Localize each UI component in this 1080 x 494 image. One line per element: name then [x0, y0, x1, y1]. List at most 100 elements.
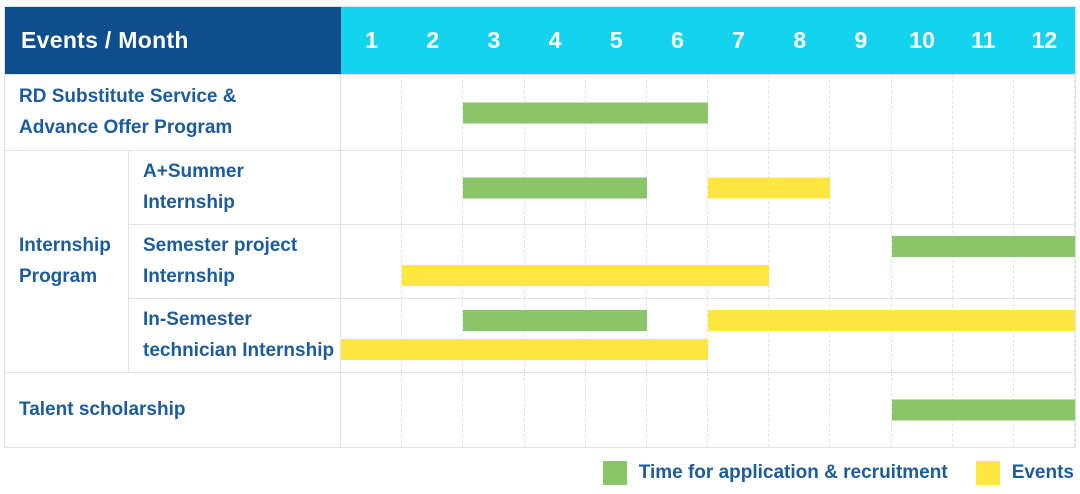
- row-label-in-semester-technician: In-Semester technician Internship: [129, 299, 341, 372]
- row-label-line: In-Semester: [143, 309, 252, 331]
- month-grid-cell: [892, 225, 953, 298]
- green-swatch-icon: [602, 461, 627, 485]
- month-grid-cell: [708, 225, 770, 298]
- green-bar: [463, 102, 708, 123]
- month-grid-cell: [1014, 225, 1076, 298]
- table-row: A+Summer Internship: [129, 151, 1076, 224]
- month-label: 7: [732, 27, 745, 53]
- green-bar: [463, 177, 647, 198]
- month-grid-cell: [586, 299, 647, 372]
- month-grid-cell: [769, 373, 831, 447]
- table-row: In-Semester technician Internship: [129, 298, 1076, 372]
- yellow-bar: [708, 310, 1075, 331]
- month-grid-cell: [525, 299, 586, 372]
- row-label-line: technician Internship: [143, 339, 335, 361]
- month-grid-cell: [402, 151, 464, 224]
- group-label-line: Internship: [19, 235, 111, 257]
- month-grid-cell: [341, 225, 403, 298]
- month-grid-cell: [953, 299, 1014, 372]
- timeline-cell-a-plus-summer: [341, 151, 1076, 224]
- row-label-a-plus-summer: A+Summer Internship: [129, 151, 341, 224]
- yellow-bar: [708, 177, 831, 198]
- legend-label: Events: [1011, 462, 1074, 483]
- row-group-internship-program: Internship Program A+Summer Internship S…: [5, 150, 1076, 372]
- month-grid-cell: [463, 299, 525, 372]
- row-label-rd-substitute: RD Substitute Service & Advance Offer Pr…: [5, 75, 341, 150]
- month-grid-cell: [1014, 299, 1076, 372]
- month-grid-cell: [402, 225, 464, 298]
- month-grid-cell: [953, 225, 1014, 298]
- month-label: 2: [426, 27, 440, 53]
- yellow-bar: [402, 265, 770, 286]
- header-title-cell: Events / Month: [5, 7, 341, 74]
- month-grid-cell: [463, 225, 525, 298]
- month-label: 1: [365, 27, 378, 53]
- month-grid-cell: [402, 373, 464, 447]
- table-row: RD Substitute Service & Advance Offer Pr…: [5, 74, 1076, 150]
- month-grid-cell: [402, 299, 464, 372]
- row-label-talent-scholarship: Talent scholarship: [5, 373, 341, 447]
- month-label: 12: [1031, 27, 1058, 53]
- table-header-row: Events / Month 1 2 3 4 5 6 7 8 9 10 11 1…: [5, 7, 1075, 74]
- month-grid-cell: [525, 373, 586, 447]
- row-label-line: Semester project: [143, 235, 298, 257]
- table-row: Semester project Internship: [129, 224, 1076, 298]
- month-grid-cell: [525, 225, 586, 298]
- month-label: 11: [971, 27, 996, 53]
- month-grid-cell: [647, 373, 709, 447]
- month-grid-cell: [402, 75, 464, 150]
- table-title: Events / Month: [21, 27, 189, 53]
- month-label: 3: [487, 27, 501, 53]
- month-grid-cell: [341, 75, 403, 150]
- month-grid-cell: [647, 299, 709, 372]
- month-grid-cell: [953, 75, 1014, 150]
- row-label-semester-project: Semester project Internship: [129, 225, 341, 298]
- events-month-gantt-table: Events / Month 1 2 3 4 5 6 7 8 9 10 11 1…: [4, 6, 1076, 448]
- month-label: 4: [548, 27, 562, 53]
- group-label-line: Program: [19, 265, 98, 287]
- month-grid-cell: [708, 373, 770, 447]
- legend-item-application-recruitment: Time for application & recruitment: [602, 461, 948, 485]
- group-label-internship-program: Internship Program: [5, 151, 129, 372]
- month-grid-cell: [892, 151, 953, 224]
- yellow-bar: [341, 339, 708, 360]
- month-grid-cell: [647, 151, 709, 224]
- row-label-line: Internship: [143, 265, 235, 287]
- timeline-cell-talent-scholarship: [341, 373, 1076, 447]
- legend: Time for application & recruitment Event…: [575, 461, 1074, 485]
- month-grid-cell: [1014, 151, 1076, 224]
- green-bar: [891, 399, 1075, 421]
- month-grid-cell: [1014, 75, 1076, 150]
- month-grid-cell: [708, 75, 770, 150]
- month-grid-cell: [830, 75, 892, 150]
- month-grid-cell: [953, 151, 1014, 224]
- timeline-cell-in-semester-technician: [341, 299, 1076, 372]
- month-grid-cell: [892, 299, 953, 372]
- row-label-line: RD Substitute Service &: [19, 86, 237, 108]
- month-grid-cell: [830, 373, 892, 447]
- month-label: 5: [609, 27, 623, 53]
- month-grid-cell: [892, 75, 953, 150]
- month-label: 10: [909, 27, 935, 53]
- month-grid-cell: [341, 299, 403, 372]
- month-grid-cell: [708, 299, 770, 372]
- legend-item-events: Events: [975, 461, 1074, 485]
- month-grid-cell: [463, 373, 525, 447]
- month-grid-cell: [341, 373, 403, 447]
- yellow-swatch-icon: [975, 461, 1000, 485]
- row-label-line: A+Summer: [143, 161, 244, 183]
- month-grid-cell: [586, 373, 647, 447]
- month-grid-cell: [769, 75, 831, 150]
- month-grid-cell: [647, 225, 709, 298]
- month-grid-cell: [830, 299, 892, 372]
- month-label: 9: [854, 27, 868, 53]
- month-grid-cell: [586, 225, 647, 298]
- table-row: Talent scholarship: [5, 372, 1076, 447]
- group-rows: A+Summer Internship Semester project Int…: [129, 151, 1076, 372]
- month-grid-cell: [769, 299, 831, 372]
- row-label-line: Internship: [143, 191, 235, 213]
- row-label-line: Advance Offer Program: [19, 116, 233, 138]
- month-axis-header: 1 2 3 4 5 6 7 8 9 10 11 12: [341, 7, 1075, 74]
- green-bar: [891, 236, 1075, 257]
- legend-label: Time for application & recruitment: [638, 462, 948, 483]
